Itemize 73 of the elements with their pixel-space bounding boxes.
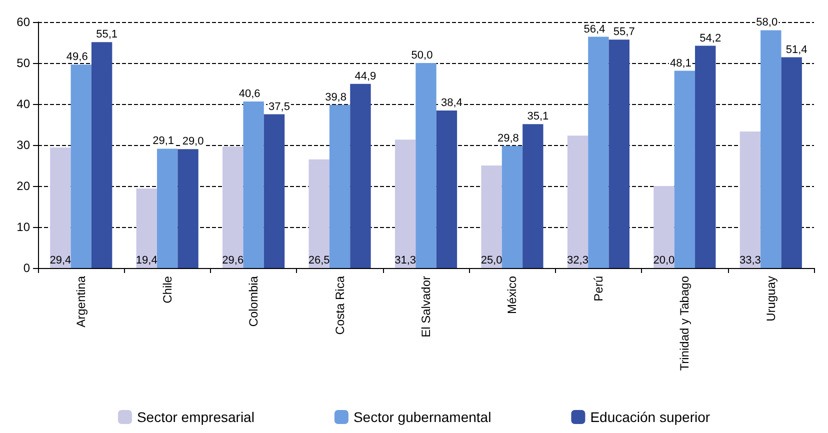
data-label: 29,1: [152, 135, 174, 148]
data-label: 56,4: [584, 23, 606, 36]
data-label: 40,6: [238, 88, 260, 100]
data-label: 32,3: [567, 254, 588, 266]
bar: [178, 149, 198, 268]
y-tick-label: 0: [23, 261, 30, 275]
data-label: 39,8: [325, 91, 346, 104]
bar: [522, 124, 544, 268]
bar: [264, 114, 285, 268]
y-tick-label: 60: [16, 15, 30, 29]
data-label: 31,3: [394, 254, 416, 266]
data-label: 58,0: [756, 16, 778, 29]
data-label: 25,0: [480, 254, 502, 266]
x-tick-label: México: [505, 276, 520, 314]
x-tick-label: Chile: [160, 276, 174, 304]
data-label: 29,6: [222, 254, 244, 266]
y-tick-label: 20: [16, 179, 30, 193]
bar: [502, 146, 523, 268]
x-tick-label: El Salvador: [419, 276, 433, 338]
data-label: 26,5: [308, 254, 330, 266]
bar: [156, 148, 178, 268]
data-label: 29,8: [498, 132, 519, 144]
bar: [781, 57, 802, 268]
bar: [394, 140, 416, 268]
bar: [654, 186, 674, 268]
bar: [588, 36, 609, 268]
x-tick-label: Trinidad y Tabago: [678, 276, 692, 371]
legend-label: Educación superior: [590, 409, 710, 425]
bar: [350, 84, 371, 268]
data-label: 49,6: [66, 51, 88, 64]
x-tick-label: Colombia: [246, 276, 261, 327]
x-tick-label: Argentina: [74, 276, 88, 328]
data-label: 54,2: [700, 32, 722, 44]
data-label: 50,0: [411, 50, 433, 62]
y-tick-label: 40: [16, 97, 30, 111]
bar: [329, 104, 350, 268]
bar: [674, 70, 696, 268]
bar: [567, 136, 588, 268]
bar: [50, 147, 71, 268]
x-tick-label: Costa Rica: [332, 276, 347, 335]
bar: [695, 46, 716, 268]
data-label: 33,3: [739, 254, 761, 266]
bar: [243, 102, 264, 268]
data-label: 29,4: [50, 254, 72, 266]
data-label: 55,1: [96, 28, 118, 41]
x-tick-label: Perú: [591, 276, 606, 302]
bar: [70, 64, 92, 268]
x-tick-label: Uruguay: [764, 276, 778, 322]
bar: [740, 131, 761, 268]
y-tick-label: 50: [16, 56, 30, 70]
legend-label: Sector empresarial: [136, 409, 254, 425]
data-label: 55,7: [613, 26, 635, 38]
bar: [436, 110, 458, 268]
y-tick-label: 10: [16, 220, 30, 234]
data-label: 19,4: [136, 254, 158, 266]
legend-label: Sector gubernamental: [353, 409, 492, 425]
bar: [416, 63, 436, 268]
data-label: 20,0: [653, 254, 675, 266]
data-label: 44,9: [354, 70, 376, 82]
data-label: 38,4: [440, 97, 462, 110]
y-tick-label: 30: [16, 138, 30, 152]
data-label: 29,0: [182, 136, 204, 148]
data-label: 35,1: [527, 110, 549, 123]
bar: [760, 30, 782, 268]
bar: [222, 146, 244, 268]
data-label: 48,1: [670, 57, 692, 70]
bar: [91, 42, 112, 268]
data-label: 37,5: [268, 100, 290, 113]
bar: [481, 166, 502, 268]
bar: [608, 40, 630, 268]
bar: [308, 159, 330, 268]
data-label: 51,4: [786, 44, 808, 56]
bar: [136, 188, 157, 268]
